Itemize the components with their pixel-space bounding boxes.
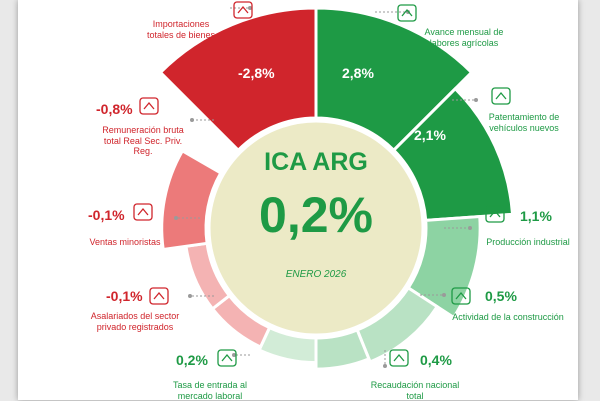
- leader-dot-9: [190, 118, 194, 122]
- leader-dot-4: [442, 293, 446, 297]
- value-produccion: 1,1%: [520, 208, 552, 224]
- leader-lines: [174, 6, 478, 368]
- label-patentamiento: Patentamiento de vehículos nuevos: [488, 112, 560, 133]
- leader-dot-5: [383, 364, 387, 368]
- value-asalariados: -0,1%: [106, 288, 143, 304]
- leader-dot-3: [468, 226, 472, 230]
- center-period: ENERO 2026: [285, 269, 347, 280]
- center-circle: [207, 119, 425, 337]
- value-construccion: 0,5%: [485, 288, 517, 304]
- label-labores: Avance mensual de labores agrícolas: [424, 27, 504, 48]
- segment-3: [406, 214, 482, 320]
- segment-value-1: 2,8%: [342, 65, 374, 81]
- segment-value-2: 2,1%: [414, 127, 446, 143]
- label-tasa: Tasa de entrada al mercado laboral: [172, 380, 248, 401]
- segment-5: [314, 328, 371, 371]
- label-importaciones: Importaciones totales de bienes: [146, 19, 216, 40]
- label-produccion: Producción industrial: [486, 237, 570, 247]
- center-title: ICA ARG: [264, 148, 368, 176]
- leader-dot-0: [248, 6, 252, 10]
- segments-group: [158, 6, 515, 371]
- car-icon: [491, 87, 511, 105]
- box-dollar-icon: [233, 1, 253, 19]
- label-remuneracion: Remuneración bruta total Real Sec. Priv.…: [102, 125, 184, 156]
- segment-value-0: -2,8%: [238, 65, 275, 81]
- leader-dot-8: [174, 216, 178, 220]
- hand-coins-icon: [133, 203, 153, 221]
- leader-dot-2: [474, 98, 478, 102]
- label-asalariados: Asalariados del sector privado registrad…: [90, 311, 180, 332]
- label-ventas: Ventas minoristas: [89, 237, 161, 247]
- value-remuneracion: -0,8%: [96, 101, 133, 117]
- segment-2: [391, 86, 515, 222]
- gears-icon: [485, 205, 505, 223]
- segment-4: [355, 285, 440, 364]
- brick-wall-icon: [451, 287, 471, 305]
- value-ventas: -0,1%: [88, 207, 125, 223]
- salary-icon: [139, 97, 159, 115]
- segment-1: [314, 6, 474, 153]
- value-tasa: 0,2%: [176, 352, 208, 368]
- field-icon: [397, 4, 417, 22]
- leader-dot-6: [232, 353, 236, 357]
- center-value: 0,2%: [259, 187, 373, 243]
- segment-9: [160, 148, 223, 252]
- people-icon: [149, 287, 169, 305]
- segment-6: [257, 325, 318, 365]
- icons-group: [133, 1, 511, 367]
- label-construccion: Actividad de la construcción: [452, 312, 564, 322]
- network-icon: [217, 349, 237, 367]
- value-recaudacion: 0,4%: [420, 352, 452, 368]
- label-recaudacion: Recaudación nacional total: [370, 380, 460, 401]
- money-icon: [389, 349, 409, 367]
- segment-0: [158, 6, 318, 153]
- leader-dot-7: [188, 294, 192, 298]
